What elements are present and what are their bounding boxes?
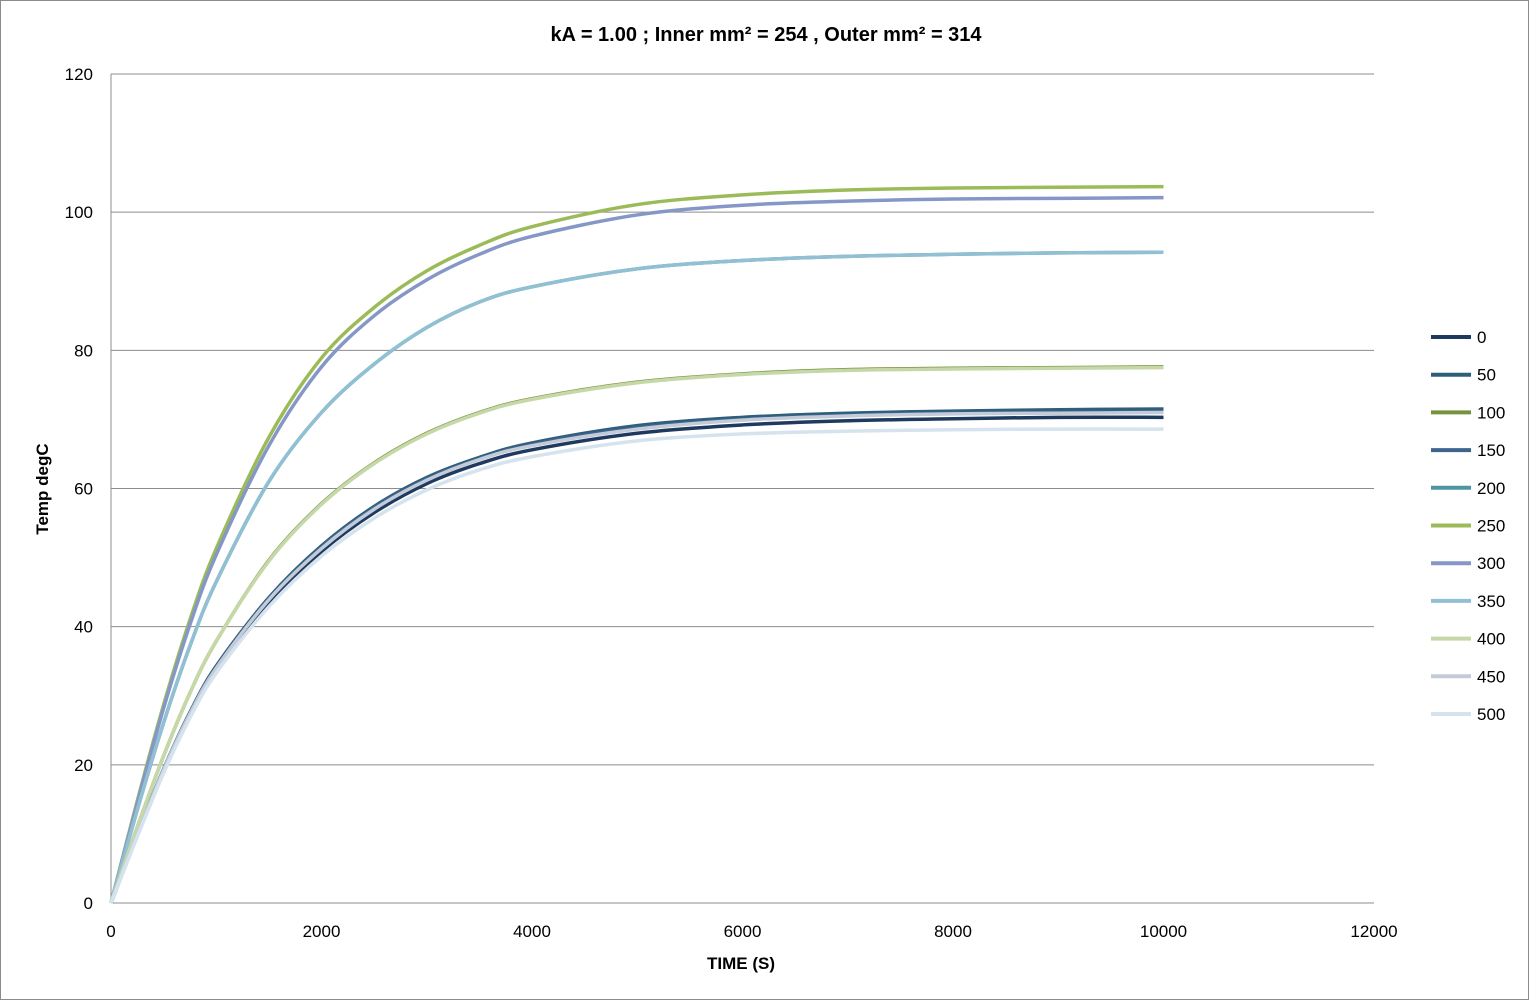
y-tick-label: 40 <box>74 618 93 637</box>
y-axis-label: Temp degC <box>33 443 52 534</box>
legend-label-50: 50 <box>1477 366 1496 385</box>
legend: 0 50 100 150 200 250 300 350 400 450 500 <box>1431 328 1505 724</box>
y-tick-label: 20 <box>74 756 93 775</box>
gridlines <box>111 73 1374 766</box>
series-line-450 <box>109 410 1164 904</box>
series-lines <box>109 184 1164 904</box>
y-tick-label: 60 <box>74 480 93 499</box>
x-tick-label: 2000 <box>303 922 341 941</box>
legend-label-200: 200 <box>1477 479 1505 498</box>
legend-label-0: 0 <box>1477 328 1486 347</box>
legend-label-100: 100 <box>1477 403 1505 422</box>
y-axis-ticks: 0 20 40 60 80 100 120 <box>65 65 93 913</box>
series-line-0 <box>109 415 1164 904</box>
x-axis-label: TIME (S) <box>707 954 775 973</box>
x-tick-label: 10000 <box>1140 922 1187 941</box>
axes <box>110 74 1374 904</box>
legend-label-400: 400 <box>1477 630 1505 649</box>
x-tick-label: 8000 <box>934 922 972 941</box>
x-axis-ticks: 0 2000 4000 6000 8000 10000 12000 <box>106 922 1397 941</box>
series-line-300 <box>109 195 1164 904</box>
series-line-400 <box>109 365 1164 904</box>
x-tick-label: 6000 <box>724 922 762 941</box>
x-tick-label: 4000 <box>513 922 551 941</box>
x-tick-label: 12000 <box>1350 922 1397 941</box>
legend-label-350: 350 <box>1477 592 1505 611</box>
legend-label-150: 150 <box>1477 441 1505 460</box>
chart-title: kA = 1.00 ; Inner mm² = 254 , Outer mm² … <box>550 24 982 46</box>
series-line-150 <box>109 410 1164 904</box>
x-tick-label: 0 <box>106 922 115 941</box>
y-tick-label: 80 <box>74 341 93 360</box>
series-line-250 <box>109 184 1164 904</box>
y-tick-label: 120 <box>65 65 93 84</box>
legend-label-250: 250 <box>1477 517 1505 536</box>
series-line-350 <box>109 250 1164 904</box>
legend-label-450: 450 <box>1477 667 1505 686</box>
legend-label-300: 300 <box>1477 554 1505 573</box>
y-tick-label: 100 <box>65 203 93 222</box>
y-tick-label: 0 <box>84 894 93 913</box>
legend-label-500: 500 <box>1477 705 1505 724</box>
series-line-500 <box>109 427 1164 904</box>
